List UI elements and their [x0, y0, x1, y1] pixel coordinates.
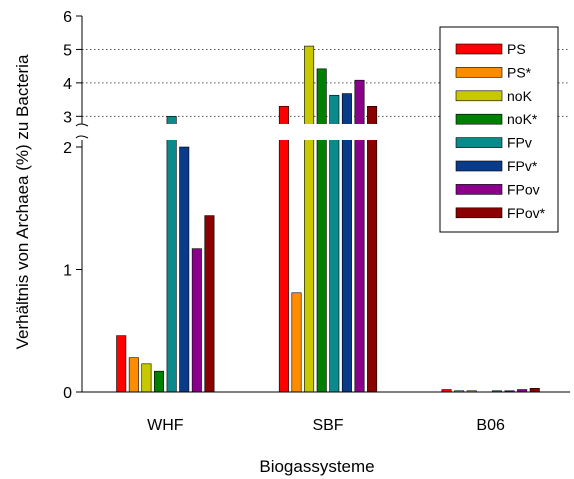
bar-FPov-WHF [191, 248, 202, 393]
legend-label-noK: noK [507, 88, 533, 104]
y-tick-label: 1 [63, 263, 72, 280]
legend: PS PS* noK noK* FPv FPv* FPov FPov* [439, 26, 559, 233]
legend-label-noK*: noK* [507, 111, 538, 127]
bar-FPov*-SBF [367, 105, 378, 393]
legend-label-FPv*: FPv* [507, 158, 538, 174]
bar-noK*-SBF [316, 68, 327, 393]
bar-PS*-WHF [128, 357, 139, 393]
bar-FPv-WHF [166, 116, 177, 393]
axis-break-marker [75, 123, 89, 127]
bar-PS-SBF [278, 105, 289, 393]
y-tick-label: 0 [63, 385, 72, 402]
y-tick-label: 3 [63, 109, 72, 126]
legend-swatch-FPov [455, 184, 503, 195]
y-tick-label: 5 [63, 42, 72, 59]
axes [75, 16, 570, 393]
y-tick-label: 2 [63, 140, 72, 157]
bar-noK-WHF [141, 363, 152, 393]
y-tick-label: 4 [63, 76, 72, 93]
axis-break-marker [75, 135, 89, 139]
y-tick-label: 6 [63, 9, 72, 26]
legend-label-FPov: FPov [507, 181, 540, 197]
x-category-label: WHF [147, 417, 184, 434]
bar-noK*-WHF [154, 370, 165, 393]
bar-PS*-SBF [291, 292, 302, 393]
legend-swatch-FPv [455, 137, 503, 148]
legend-swatch-FPv* [455, 160, 503, 172]
x-category-label: B06 [476, 417, 505, 434]
bar-PS-WHF [116, 335, 127, 393]
bar-FPov*-B06 [529, 388, 540, 393]
legend-label-PS*: PS* [507, 64, 532, 80]
legend-swatch-FPov* [455, 207, 503, 219]
bar-FPov*-WHF [204, 215, 215, 393]
legend-label-FPov*: FPov* [507, 205, 546, 221]
x-category-labels: WHF SBF B06 [147, 417, 505, 434]
x-axis-title: Biogassysteme [259, 457, 374, 476]
y-ticks: 0 1 2 3 4 5 6 [63, 9, 82, 402]
legend-swatch-noK [455, 90, 503, 102]
x-category-label: SBF [312, 417, 343, 434]
legend-swatch-PS* [455, 67, 503, 78]
y-axis-title: Verhältnis von Archaea (%) zu Bacteria [13, 54, 32, 349]
legend-swatch-noK* [455, 113, 503, 125]
legend-swatch-PS [455, 43, 503, 55]
bar-noK-SBF [304, 45, 315, 393]
legend-label-PS: PS [507, 41, 526, 57]
legend-box [439, 26, 559, 233]
legend-label-FPv: FPv [507, 135, 532, 151]
bar-FPv*-WHF [179, 146, 190, 393]
